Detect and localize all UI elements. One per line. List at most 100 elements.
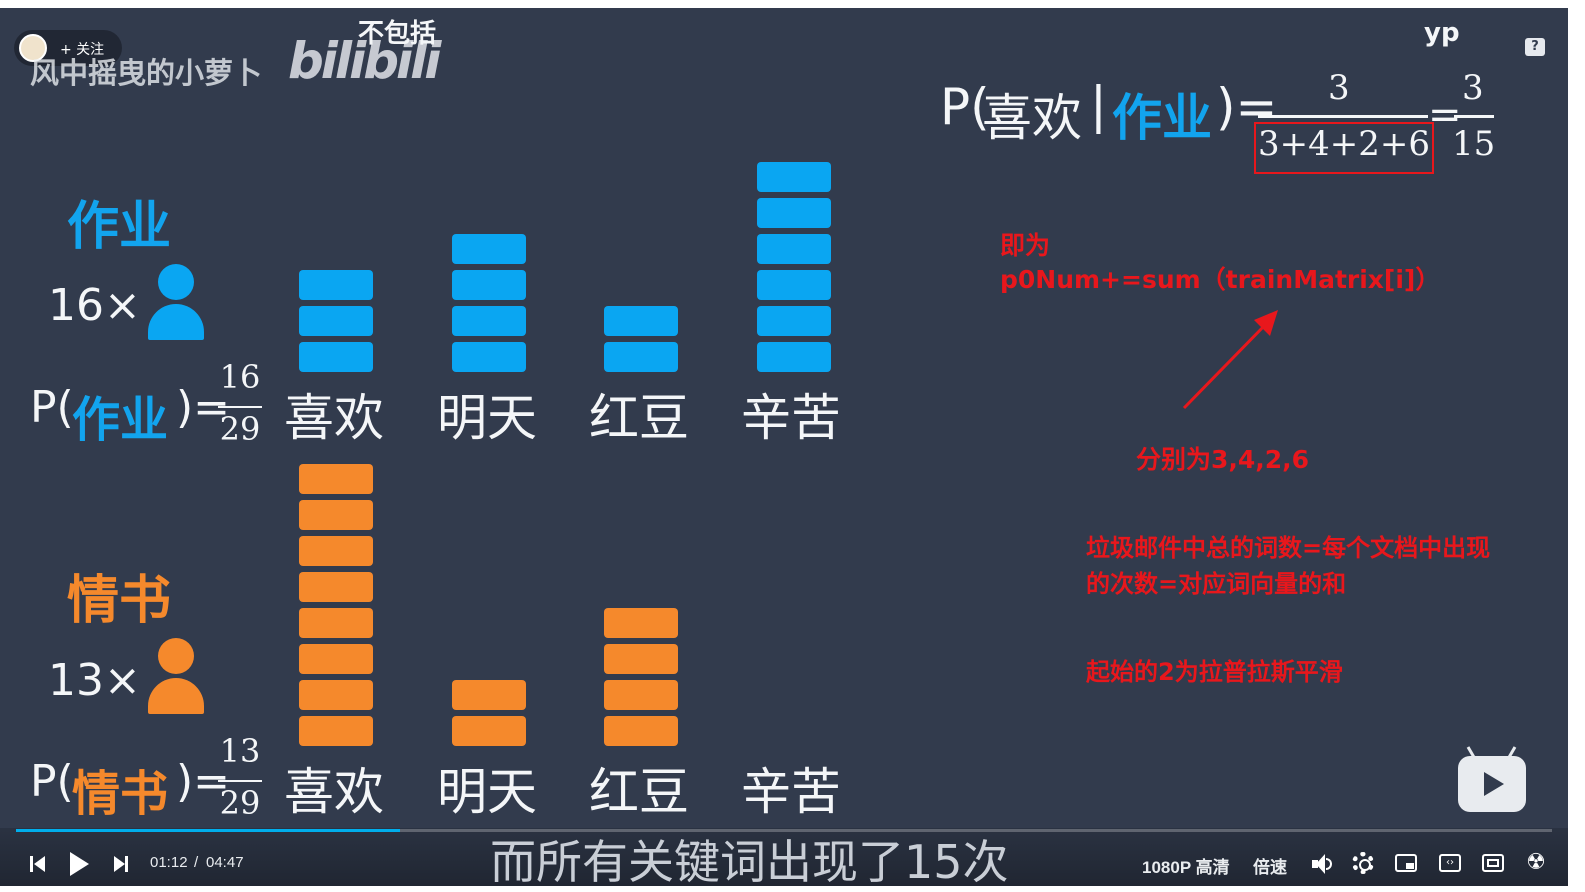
- bar-segment: [604, 680, 678, 710]
- annotation-note3: 起始的2为拉普拉斯平滑: [1086, 658, 1343, 686]
- class2-prob-word: 情书: [72, 766, 169, 822]
- play-icon[interactable]: [70, 852, 89, 876]
- red-arrow: [1182, 310, 1278, 410]
- question-icon[interactable]: ?: [1525, 38, 1545, 56]
- progress-fill: [16, 829, 400, 832]
- formula-numerator: 3: [1328, 68, 1350, 108]
- bar-segment: [604, 608, 678, 638]
- bar-segment: [604, 342, 678, 372]
- bar-segment: [299, 572, 373, 602]
- formula-fraction-line: [1258, 115, 1428, 118]
- formula-denominator: 3+4+2+6: [1258, 124, 1430, 164]
- top-category-label: 喜欢: [284, 389, 384, 447]
- formula-word1: 喜欢: [982, 89, 1082, 147]
- bar-segment: [452, 234, 526, 264]
- person-icon-class2-head: [158, 638, 194, 674]
- bar-segment: [604, 306, 678, 336]
- progress-track[interactable]: [16, 829, 1552, 832]
- bar-segment: [299, 680, 373, 710]
- formula-numerator2: 3: [1462, 68, 1484, 108]
- bar-segment: [299, 270, 373, 300]
- bottom-category-label: 辛苦: [741, 763, 841, 821]
- overlay-text: 不包括: [358, 19, 437, 49]
- bar-segment: [452, 342, 526, 372]
- quality-button[interactable]: 1080P 高清: [1142, 858, 1230, 877]
- control-bar: [0, 828, 1568, 886]
- person-icon-class1-body: [148, 304, 204, 340]
- formula-bar: |: [1090, 76, 1107, 134]
- formula-denominator2: 15: [1452, 124, 1496, 164]
- formula-word2: 作业: [1112, 89, 1212, 147]
- bar-segment: [452, 716, 526, 746]
- annotation-note2-line2: 的次数=对应词向量的和: [1086, 570, 1347, 598]
- class1-title: 作业: [67, 197, 172, 257]
- bar-segment: [299, 608, 373, 638]
- avatar[interactable]: [19, 34, 47, 62]
- bar-segment: [299, 716, 373, 746]
- formula-prefix: P(: [940, 78, 990, 136]
- bar-segment: [757, 270, 831, 300]
- tv-logo-icon: [1458, 746, 1526, 812]
- bar-segment: [299, 500, 373, 530]
- bottom-category-label: 红豆: [589, 763, 689, 821]
- class1-prob-word: 作业: [72, 392, 169, 448]
- bar-segment: [299, 464, 373, 494]
- settings-icon[interactable]: [1352, 852, 1374, 874]
- class1-num: 16: [219, 358, 261, 396]
- pip-icon[interactable]: [1395, 854, 1417, 872]
- class2-count: 13×: [48, 655, 141, 706]
- danmaku-icon[interactable]: ☢: [1526, 850, 1546, 875]
- formula: P( 喜欢 | 作业 )= 3 3+4+2+6 = 3 15: [940, 68, 1540, 184]
- uploader-name: 风中摇曳的小萝卜: [30, 56, 263, 90]
- person-icon-class2-body: [148, 678, 204, 714]
- annotation-line1: 即为: [1000, 231, 1051, 260]
- widescreen-icon[interactable]: ‹›: [1439, 854, 1461, 872]
- bar-segment: [452, 270, 526, 300]
- corner-tag: yp: [1424, 18, 1460, 48]
- class2-den: 29: [219, 784, 261, 822]
- bar-segment: [757, 162, 831, 192]
- top-category-label: 辛苦: [741, 389, 841, 447]
- top-category-label: 红豆: [589, 389, 689, 447]
- class1-den: 29: [219, 410, 261, 448]
- top-category-label: 明天: [437, 389, 537, 447]
- class1-prob-fraction: 16 29: [218, 358, 262, 458]
- bar-segment: [757, 342, 831, 372]
- class1-prob-prefix: P(: [30, 382, 74, 433]
- annotation-note2-line1: 垃圾邮件中总的词数=每个文档中出现: [1086, 534, 1491, 562]
- subtitle: 而所有关键词出现了15次: [490, 835, 1009, 886]
- speed-button[interactable]: 倍速: [1253, 858, 1287, 877]
- bar-segment: [604, 644, 678, 674]
- bottom-category-label: 明天: [437, 763, 537, 821]
- duration: 04:47: [206, 854, 244, 871]
- bar-segment: [757, 198, 831, 228]
- class2-prob-prefix: P(: [30, 756, 74, 807]
- class2-title: 情书: [67, 571, 172, 631]
- prev-icon[interactable]: [30, 856, 45, 872]
- bar-segment: [299, 306, 373, 336]
- bilibili-watermark: bilibili: [288, 32, 441, 90]
- time-separator: /: [194, 854, 199, 871]
- bottom-category-label: 喜欢: [284, 763, 384, 821]
- bar-segment: [604, 716, 678, 746]
- current-time: 01:12: [150, 854, 188, 871]
- next-icon[interactable]: [114, 856, 128, 872]
- class1-count: 16×: [48, 280, 141, 331]
- bar-segment: [299, 536, 373, 566]
- formula-suffix: )=: [1216, 78, 1278, 136]
- class2-num: 13: [219, 732, 261, 770]
- bar-segment: [452, 306, 526, 336]
- bar-segment: [299, 644, 373, 674]
- bar-segment: [757, 306, 831, 336]
- video-frame[interactable]: + 关注 风中摇曳的小萝卜 bilibili 不包括 yp ? P( 喜欢 | …: [0, 8, 1568, 886]
- formula-fraction-line-2: [1454, 115, 1494, 118]
- bar-segment: [299, 342, 373, 372]
- fullscreen-icon[interactable]: [1482, 854, 1504, 872]
- bar-segment: [757, 234, 831, 264]
- highlight-box: [1254, 122, 1434, 174]
- volume-icon[interactable]: [1312, 854, 1334, 874]
- follow-button[interactable]: + 关注: [60, 42, 105, 58]
- annotation-line2: p0Num+=sum（trainMatrix[i]）: [1000, 265, 1441, 294]
- class2-prob-fraction: 13 29: [218, 732, 262, 832]
- person-icon-class1-head: [158, 264, 194, 300]
